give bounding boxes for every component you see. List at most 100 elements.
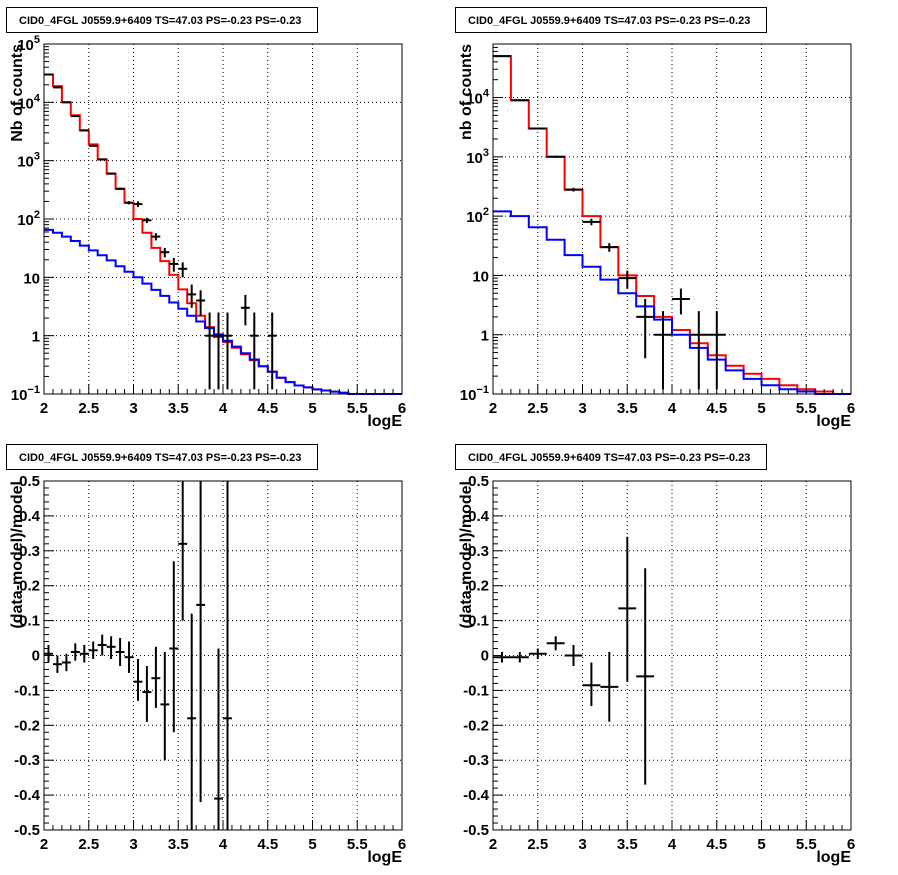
- x-tick-label: 6: [847, 836, 855, 853]
- y-axis-label: nb of counts: [458, 44, 475, 140]
- x-tick-label: 3: [129, 836, 137, 853]
- y-tick-base: 10: [17, 154, 34, 171]
- data-point: [61, 653, 71, 672]
- x-tick-label: 6: [398, 836, 406, 853]
- x-tick-label: 5: [757, 400, 765, 417]
- data-point: [169, 561, 179, 733]
- data-point: [618, 536, 637, 682]
- y-tick-base: 10: [17, 212, 34, 229]
- y-tick-base: 10: [466, 91, 483, 108]
- y-tick-exponent: −1: [476, 384, 489, 396]
- y-tick-label: 102: [17, 209, 40, 229]
- residuals-plot-zoom: 2 2.5 3 3.5 4 4.5 5 5.5 6logE-0.5-0.4-0.3-0.2-0.…: [458, 473, 855, 866]
- y-tick-exponent: 4: [483, 88, 490, 100]
- y-tick-exponent: 3: [34, 151, 40, 163]
- data-point: [151, 646, 161, 708]
- data-point: [267, 312, 277, 390]
- data-point: [654, 311, 672, 390]
- data-point: [618, 270, 637, 289]
- chart-title: CID0_4FGL J0559.9+6409 TS=47.03 PS=-0.23…: [455, 444, 767, 470]
- data-point: [53, 86, 62, 89]
- data-point: [582, 218, 601, 226]
- x-tick-label: 3.5: [168, 400, 189, 417]
- y-tick-label: 0.1: [19, 613, 40, 630]
- x-tick-label: 5.5: [347, 400, 368, 417]
- x-tick-label: 4.5: [706, 836, 727, 853]
- y-tick-base: 10: [11, 387, 28, 404]
- y-axis-label: (data-model)/model: [9, 481, 26, 629]
- y-tick-label: 0.3: [19, 543, 40, 560]
- residuals-panel-zoom: 2 2.5 3 3.5 4 4.5 5 5.5 6 logE -0.5 -0.4 -0.3 -0.2 -0.…: [449, 437, 898, 874]
- grid: [44, 481, 402, 830]
- x-axis-label: logE: [816, 413, 851, 430]
- data-point: [70, 115, 80, 118]
- data-point: [44, 645, 53, 663]
- y-tick-base: 10: [17, 37, 34, 54]
- x-tick-label: 2: [489, 836, 497, 853]
- y-tick-label: 105: [17, 34, 40, 54]
- chart-title: CID0_4FGL J0559.9+6409 TS=47.03 PS=-0.23…: [455, 7, 767, 33]
- data-point: [160, 652, 170, 761]
- y-tick-label: 0.3: [468, 543, 489, 560]
- x-tick-label: 5: [308, 836, 316, 853]
- model-total-line: [493, 55, 851, 395]
- y-tick-label: 0.4: [468, 508, 490, 525]
- model-total-line: [44, 73, 402, 395]
- data-point: [240, 294, 250, 326]
- x-axis-label: logE: [367, 849, 402, 866]
- counts-panel-zoom: 2 2.5 3 3.5 4 4.5 5 5.5 6 logE 10−1 1 10 102 103 104 nb …: [449, 0, 898, 437]
- data-point: [151, 233, 161, 241]
- data-point: [124, 641, 134, 673]
- x-tick-label: 3: [129, 400, 137, 417]
- data-point: [600, 652, 619, 722]
- x-axis-label: logE: [367, 413, 402, 430]
- residuals-plot-all: 2 2.5 3 3.5 4 4.5 5 5.5 6logE-0.5-0.4-0.3-0.2-0.…: [9, 473, 406, 866]
- data-point: [196, 481, 206, 803]
- data-point: [79, 645, 89, 663]
- y-tick-label: 10−1: [11, 384, 40, 404]
- data-point: [178, 262, 188, 278]
- data-point: [160, 247, 170, 258]
- data-point: [636, 299, 655, 359]
- data-point: [564, 645, 583, 666]
- data-point: [493, 652, 511, 663]
- x-tick-label: 4.5: [257, 836, 278, 853]
- data-point: [124, 201, 134, 205]
- y-tick-label: -0.4: [463, 787, 490, 804]
- data-point: [178, 481, 188, 621]
- data-point: [133, 201, 143, 208]
- y-tick-label: 102: [466, 206, 489, 226]
- data-point: [249, 312, 259, 390]
- chart-title: CID0_4FGL J0559.9+6409 TS=47.03 PS=-0.23…: [6, 7, 318, 33]
- y-tick-label: -0.2: [14, 717, 40, 734]
- x-tick-label: 3: [578, 836, 586, 853]
- data-point: [546, 636, 565, 651]
- data-points: [493, 536, 655, 785]
- y-tick-label: -0.1: [14, 682, 40, 699]
- model-background-line: [44, 228, 402, 395]
- y-tick-exponent: 2: [34, 209, 40, 221]
- grid: [493, 44, 851, 394]
- y-tick-label: -0.5: [463, 822, 489, 839]
- data-point: [564, 187, 583, 192]
- y-tick-label: 0: [32, 648, 40, 665]
- x-tick-label: 2: [40, 400, 48, 417]
- x-tick-label: 4: [668, 400, 677, 417]
- y-tick-label: 0: [481, 648, 489, 665]
- data-point: [97, 634, 107, 656]
- data-point: [53, 655, 62, 673]
- data-point: [106, 636, 116, 659]
- y-tick-label: 1: [481, 328, 489, 345]
- data-point: [223, 481, 232, 830]
- counts-panel-all: 2 2.5 3 3.5 4 4.5 5 5.5 6 logE 10−1 1 10 102 103 104 105…: [0, 0, 449, 437]
- y-tick-base: 10: [460, 387, 477, 404]
- x-tick-label: 4.5: [706, 400, 727, 417]
- y-tick-exponent: −1: [27, 384, 40, 396]
- y-tick-label: -0.3: [14, 752, 40, 769]
- y-tick-label: 10: [23, 270, 40, 287]
- y-tick-label: 0.2: [468, 578, 489, 595]
- x-tick-label: 2: [489, 400, 497, 417]
